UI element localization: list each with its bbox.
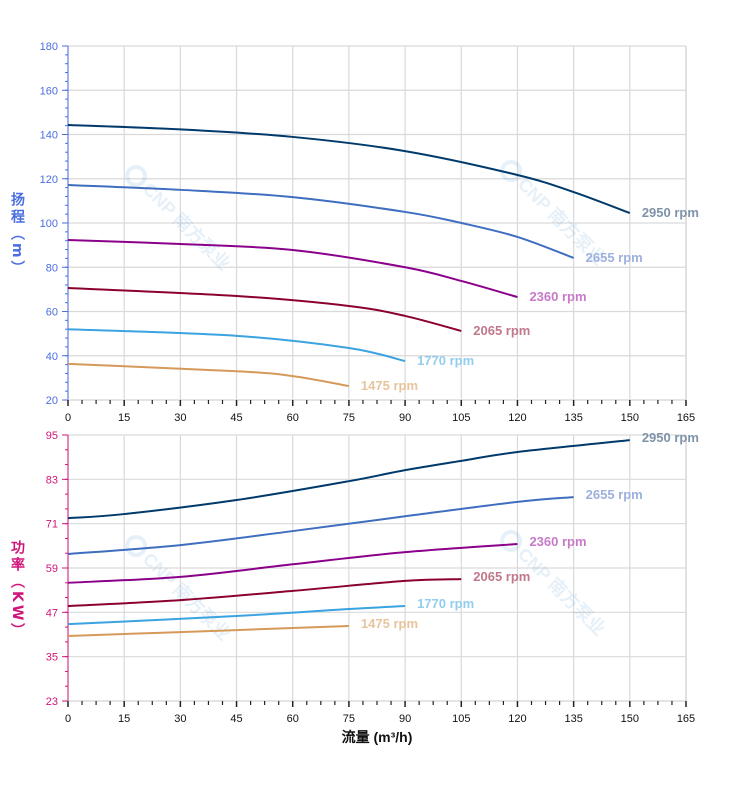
y-tick-label: 35: [46, 652, 58, 664]
x-tick-label: 60: [287, 412, 299, 424]
series-label: 2950 rpm: [642, 205, 699, 220]
series-line-2065-rpm: [67, 578, 462, 608]
x-tick-label: 165: [677, 713, 695, 725]
x-tick-label: 30: [174, 713, 186, 725]
y-tick-label: 120: [40, 174, 58, 186]
x-tick-label: 120: [508, 412, 526, 424]
x-tick-label: 90: [399, 412, 411, 424]
x-axis-label: 流量 (m³/h): [342, 729, 413, 745]
series-line-1770-rpm: [67, 328, 406, 363]
y-tick-label: 100: [40, 218, 58, 230]
series-line-2655-rpm: [67, 496, 574, 555]
head-y-axis-label: 扬程（m）: [9, 192, 25, 278]
y-tick-label: 60: [46, 307, 58, 319]
x-tick-label: 45: [230, 713, 242, 725]
series-label: 2065 rpm: [473, 323, 530, 338]
x-tick-label: 150: [621, 713, 639, 725]
y-tick-label: 180: [40, 41, 58, 53]
x-tick-label: 75: [343, 412, 355, 424]
series-line-1475-rpm: [67, 362, 350, 388]
x-tick-label: 150: [621, 412, 639, 424]
x-tick-label: 75: [343, 713, 355, 725]
x-tick-label: 120: [508, 713, 526, 725]
series-line-2950-rpm: [67, 439, 630, 520]
logo-mark-icon: [125, 535, 148, 558]
logo-mark-icon: [500, 530, 523, 553]
series-line-2065-rpm: [67, 287, 462, 332]
x-tick-label: 45: [230, 412, 242, 424]
y-tick-label: 160: [40, 85, 58, 97]
series-label: 2065 rpm: [473, 569, 530, 584]
series-label: 1475 rpm: [361, 616, 418, 631]
series-line-2360-rpm: [67, 239, 518, 299]
y-tick-label: 83: [46, 474, 58, 486]
y-tick-label: 140: [40, 130, 58, 142]
series-line-2655-rpm: [67, 183, 574, 259]
series-label: 2655 rpm: [586, 487, 643, 502]
x-tick-label: 0: [65, 412, 71, 424]
y-tick-label: 95: [46, 430, 58, 442]
x-tick-label: 15: [118, 412, 130, 424]
series-label: 1770 rpm: [417, 596, 474, 611]
head-chart: CNP 南方泵业 CNP 南方泵业204060801001201401601800…: [40, 41, 699, 424]
series-line-1770-rpm: [67, 605, 406, 626]
y-tick-label: 80: [46, 262, 58, 274]
x-tick-label: 90: [399, 713, 411, 725]
x-tick-label: 60: [287, 713, 299, 725]
power-y-axis-label: 功率（KW）: [9, 540, 25, 641]
x-tick-label: 0: [65, 713, 71, 725]
logo-mark-icon: [500, 160, 523, 183]
series-line-1475-rpm: [67, 625, 349, 637]
series-label: 2655 rpm: [586, 250, 643, 265]
x-tick-label: 30: [174, 412, 186, 424]
series-label: 1770 rpm: [417, 353, 474, 368]
y-tick-label: 71: [46, 519, 58, 531]
y-tick-label: 59: [46, 563, 58, 575]
series-line-2950-rpm: [67, 123, 631, 214]
y-tick-label: 20: [46, 395, 58, 407]
x-tick-label: 135: [564, 412, 582, 424]
series-line-2360-rpm: [67, 542, 518, 584]
x-tick-label: 105: [452, 412, 470, 424]
y-tick-label: 23: [46, 696, 58, 708]
series-label: 2360 rpm: [529, 534, 586, 549]
series-label: 2950 rpm: [642, 430, 699, 445]
y-tick-label: 40: [46, 351, 58, 363]
watermark-text: CNP 南方泵业: [514, 543, 610, 639]
y-tick-label: 47: [46, 607, 58, 619]
x-tick-label: 15: [118, 713, 130, 725]
x-tick-label: 105: [452, 713, 470, 725]
series-label: 1475 rpm: [361, 378, 418, 393]
series-label: 2360 rpm: [529, 289, 586, 304]
x-tick-label: 135: [564, 713, 582, 725]
logo-mark-icon: [125, 165, 148, 188]
x-tick-label: 165: [677, 412, 695, 424]
